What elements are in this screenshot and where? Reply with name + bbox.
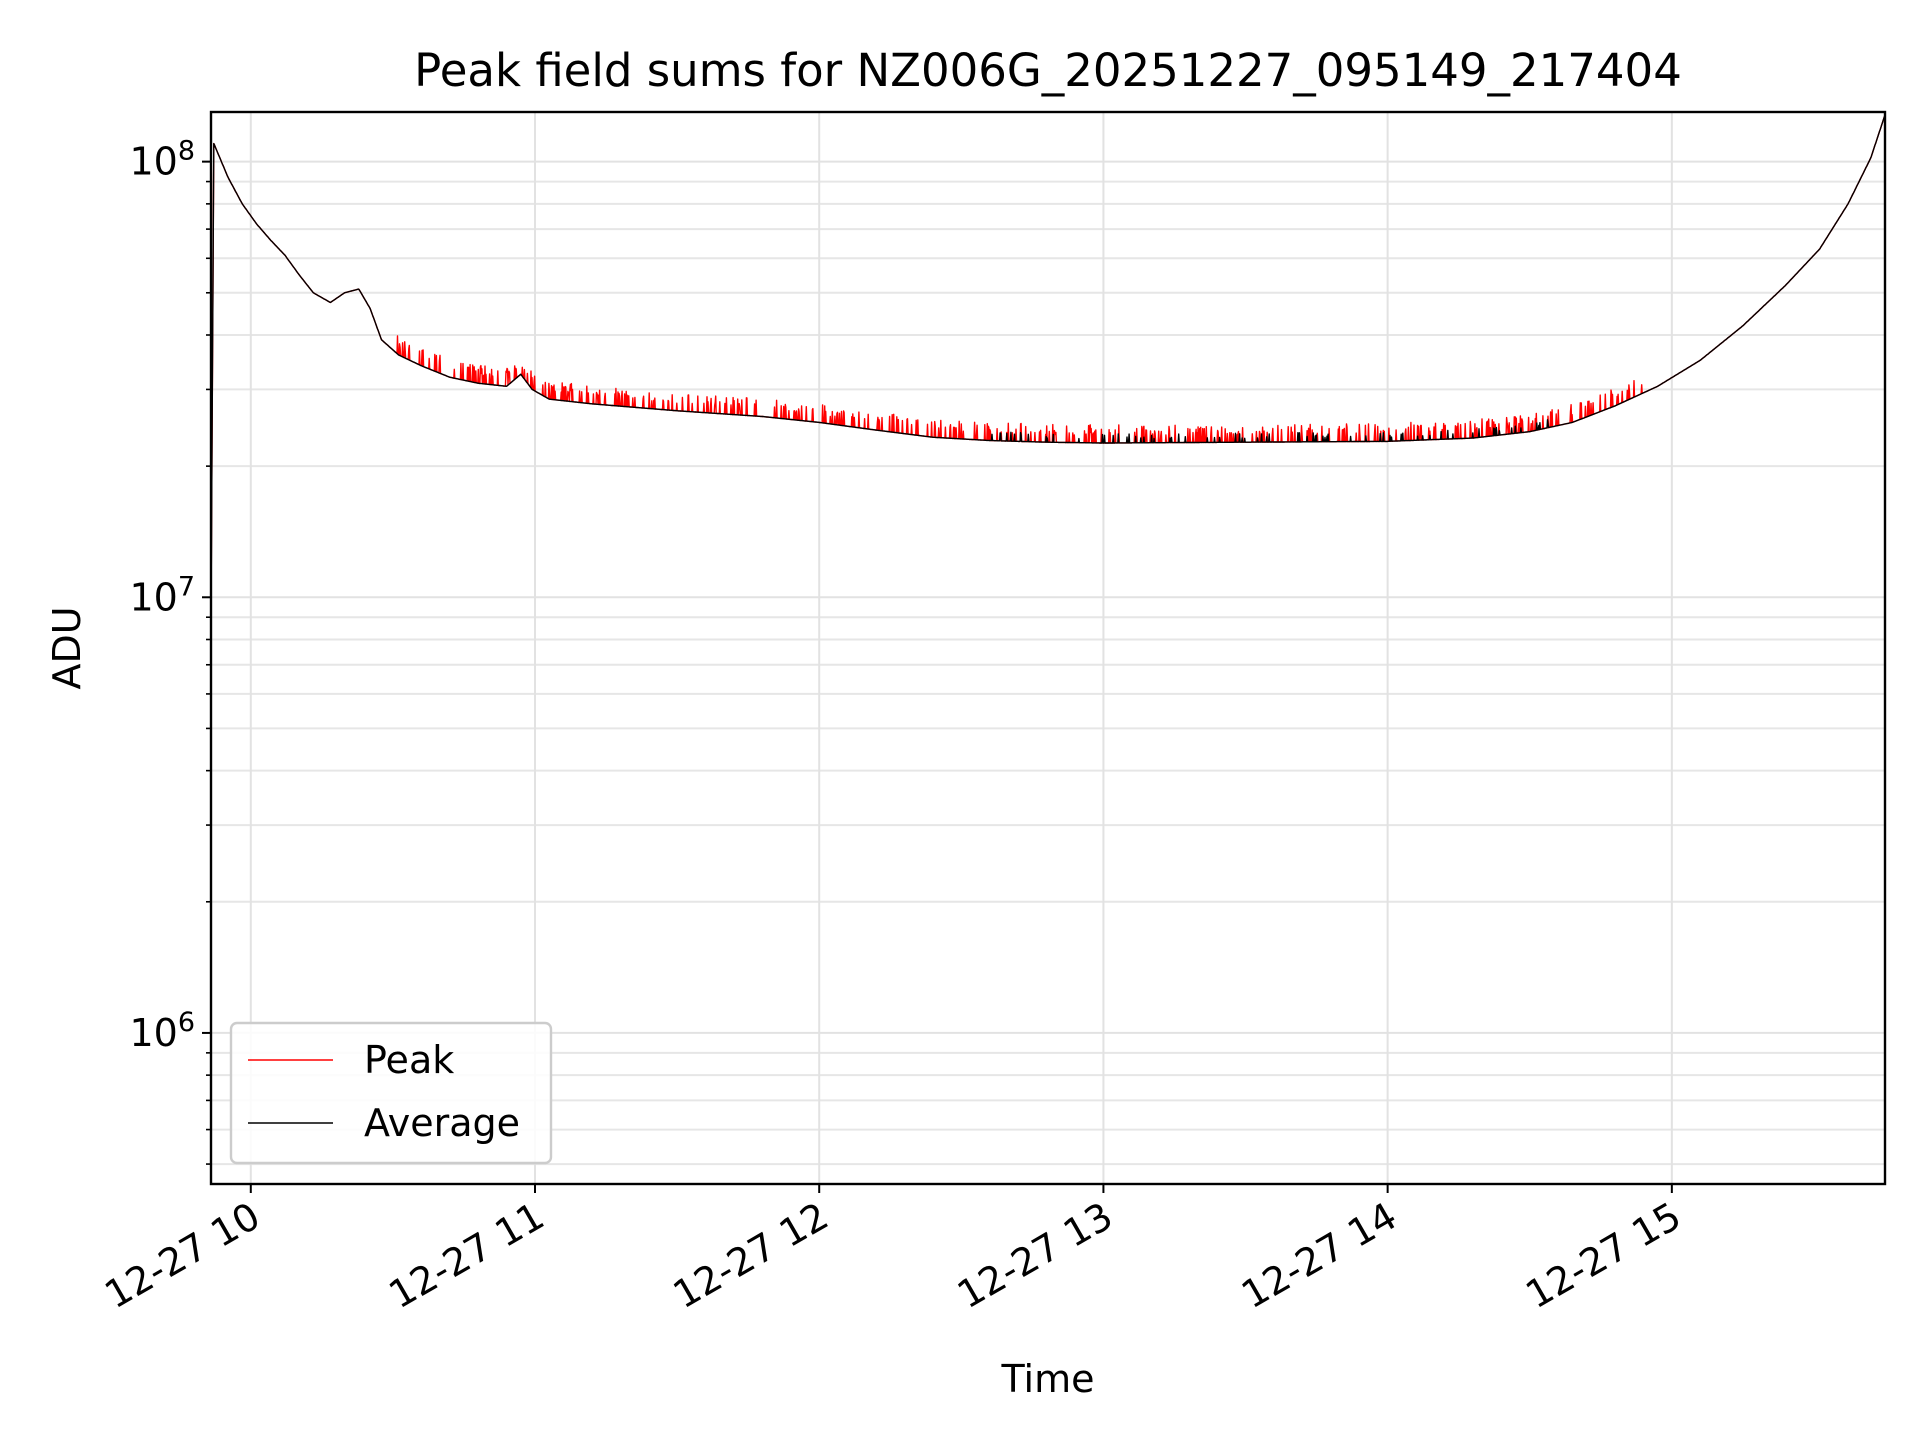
- y-tick-label: 107: [129, 571, 195, 619]
- series-line-average: [211, 115, 1885, 618]
- y-axis-label: ADU: [45, 606, 89, 689]
- y-tick-label: 106: [129, 1007, 195, 1055]
- x-axis-label: Time: [1001, 1357, 1095, 1401]
- legend: Peak Average: [229, 1021, 553, 1165]
- legend-label-peak: Peak: [364, 1038, 454, 1082]
- plot-series: [211, 115, 1885, 618]
- y-tick-label: 108: [129, 136, 195, 184]
- plot-frame: [209, 110, 1887, 1186]
- legend-box: [229, 1021, 553, 1165]
- legend-label-average: Average: [364, 1101, 520, 1145]
- chart-title: Peak field sums for NZ006G_20251227_0951…: [414, 44, 1682, 97]
